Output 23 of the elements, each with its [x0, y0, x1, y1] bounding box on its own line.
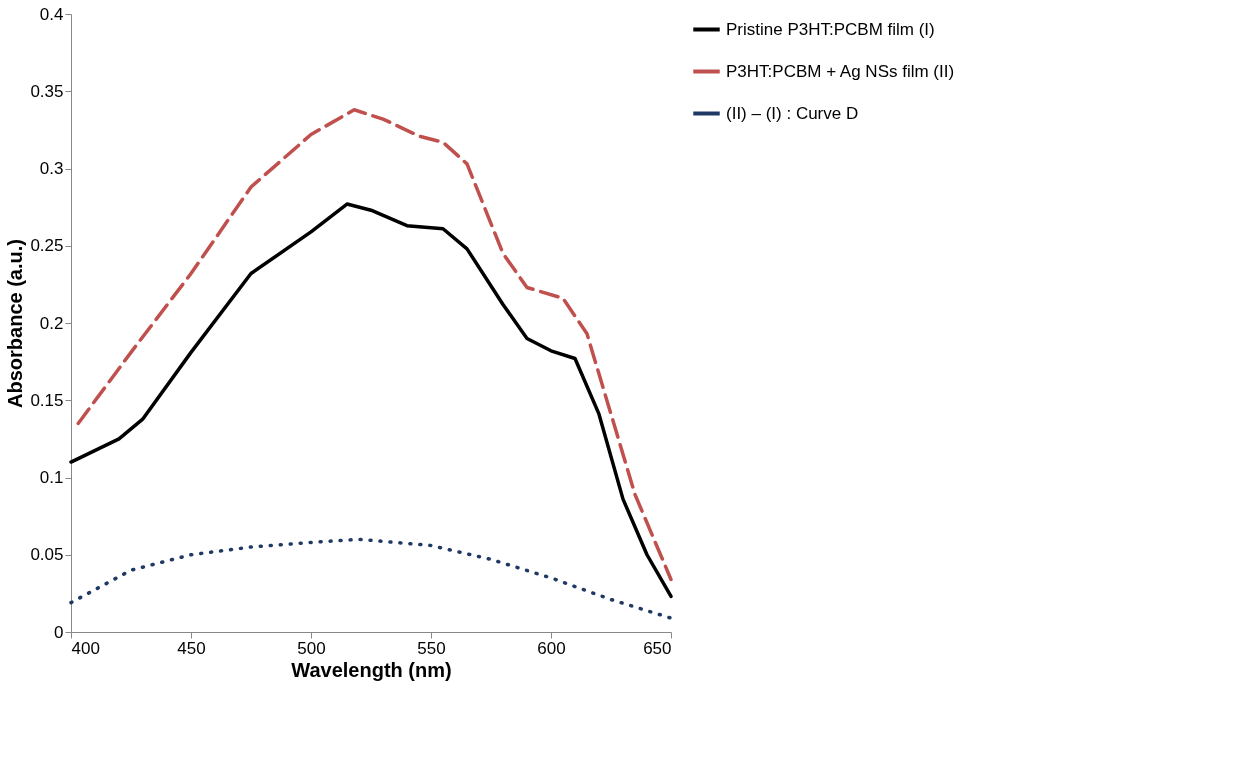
line-series	[76, 108, 673, 582]
y-tick-label: 0	[54, 622, 64, 642]
y-tick-label: 0.25	[30, 236, 64, 256]
x-tick-label: 500	[297, 638, 326, 658]
legend-label: (II) – (I) : Curve D	[726, 103, 859, 123]
y-tick-label: 0.05	[30, 545, 64, 565]
x-tick-label: 600	[537, 638, 566, 658]
y-tick-label: 0.4	[39, 4, 64, 24]
y-tick-label: 0.3	[39, 159, 64, 178]
x-tick-label: 650	[643, 638, 672, 658]
y-tick-label: 0.1	[39, 468, 64, 487]
y-tick-label: 0.2	[39, 313, 64, 333]
y-axis-title: Absorbance (a.u.)	[4, 239, 27, 408]
line-series	[69, 537, 673, 620]
legend-label: Pristine P3HT:PCBM film (I)	[726, 19, 935, 39]
y-tick-label: 0.15	[30, 390, 64, 410]
x-tick-label: 550	[417, 638, 446, 658]
x-tick-label: 450	[177, 638, 206, 658]
x-axis-title: Wavelength (nm)	[291, 658, 452, 681]
legend-label: P3HT:PCBM + Ag NSs film (II)	[726, 61, 955, 81]
line-series	[69, 202, 673, 599]
x-tick-label: 400	[71, 638, 100, 658]
y-tick-label: 0.35	[30, 81, 64, 101]
